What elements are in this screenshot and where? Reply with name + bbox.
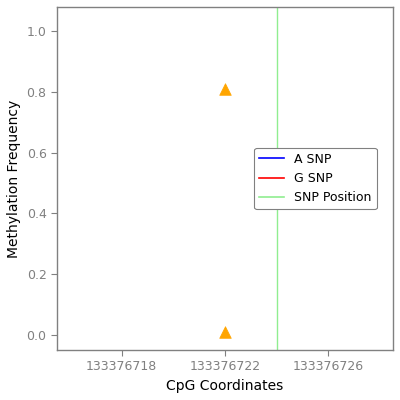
Legend: A SNP, G SNP, SNP Position: A SNP, G SNP, SNP Position: [254, 148, 377, 209]
Y-axis label: Methylation Frequency: Methylation Frequency: [7, 99, 21, 258]
Point: [222, 329, 228, 335]
Point: [222, 86, 228, 92]
X-axis label: CpG Coordinates: CpG Coordinates: [166, 379, 284, 393]
